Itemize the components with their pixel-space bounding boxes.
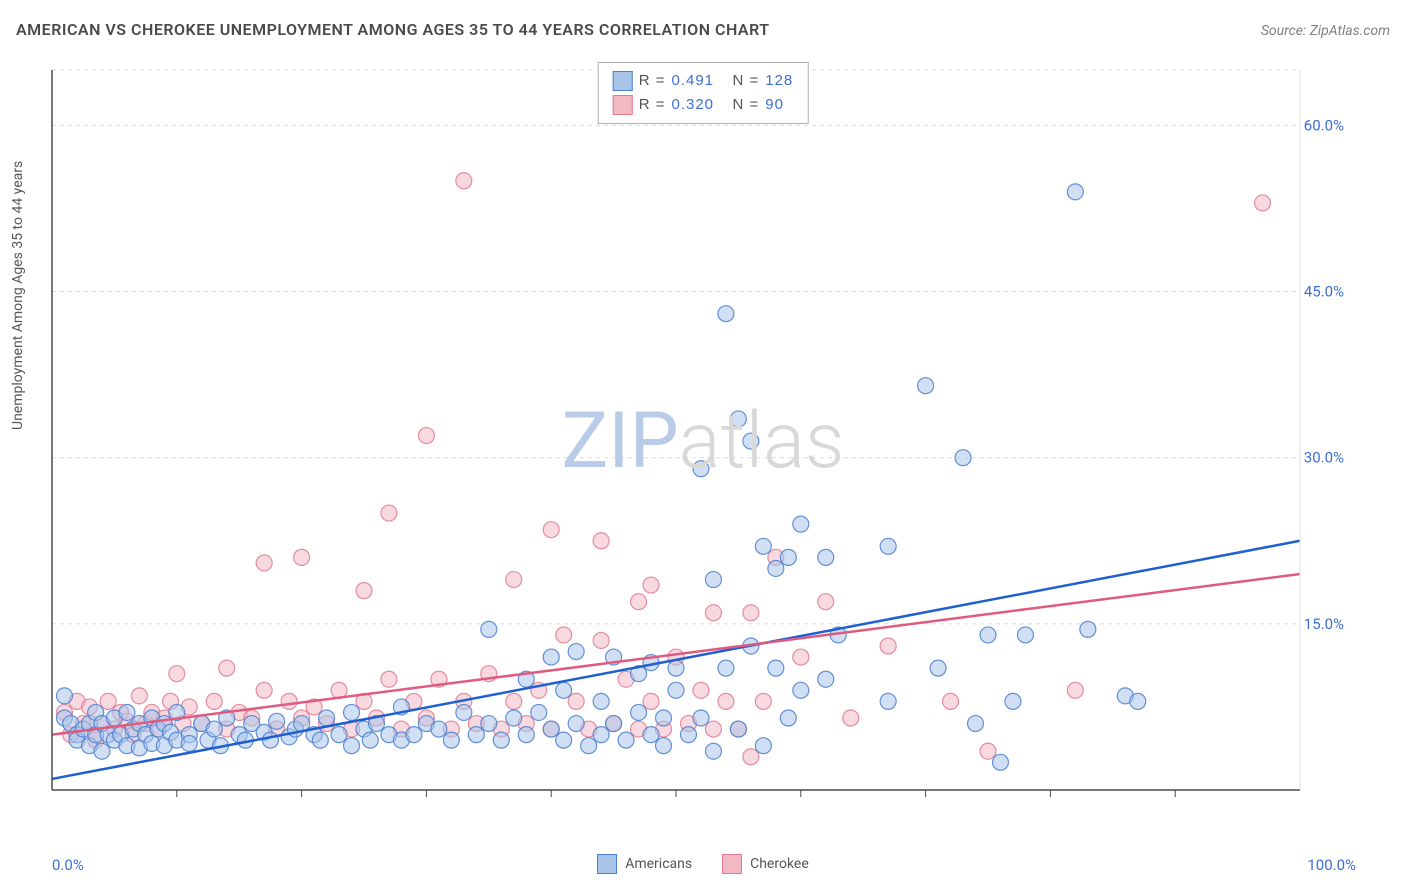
legend-item-americans: Americans [597, 854, 692, 874]
r-label: R = [639, 93, 666, 117]
legend-label: Americans [625, 856, 692, 872]
series-legend: Americans Cherokee [0, 854, 1406, 874]
svg-text:30.0%: 30.0% [1304, 449, 1344, 467]
r-label: R = [639, 69, 666, 93]
n-label: N = [732, 69, 759, 93]
source-label: Source: ZipAtlas.com [1261, 23, 1390, 39]
correlation-legend: R = 0.491 N = 128 R = 0.320 N = 90 [598, 62, 809, 124]
swatch-americans [613, 71, 633, 91]
swatch-americans [597, 854, 617, 874]
legend-row-cherokee: R = 0.320 N = 90 [613, 93, 794, 117]
y-axis-label: Unemployment Among Ages 35 to 44 years [10, 161, 26, 430]
n-value-americans: 128 [765, 69, 793, 93]
n-value-cherokee: 90 [765, 93, 784, 117]
chart-title: AMERICAN VS CHEROKEE UNEMPLOYMENT AMONG … [16, 20, 770, 39]
r-value-americans: 0.491 [671, 69, 726, 93]
swatch-cherokee [613, 95, 633, 115]
r-value-cherokee: 0.320 [671, 93, 726, 117]
legend-row-americans: R = 0.491 N = 128 [613, 69, 794, 93]
swatch-cherokee [722, 854, 742, 874]
legend-item-cherokee: Cherokee [722, 854, 809, 874]
legend-label: Cherokee [750, 856, 809, 872]
scatter-chart: 15.0% 30.0% 45.0% 60.0% [50, 60, 1350, 820]
svg-text:60.0%: 60.0% [1304, 116, 1344, 134]
svg-text:45.0%: 45.0% [1304, 283, 1344, 301]
svg-text:15.0%: 15.0% [1304, 615, 1344, 633]
n-label: N = [732, 93, 759, 117]
chart-svg: 15.0% 30.0% 45.0% 60.0% [50, 60, 1350, 820]
